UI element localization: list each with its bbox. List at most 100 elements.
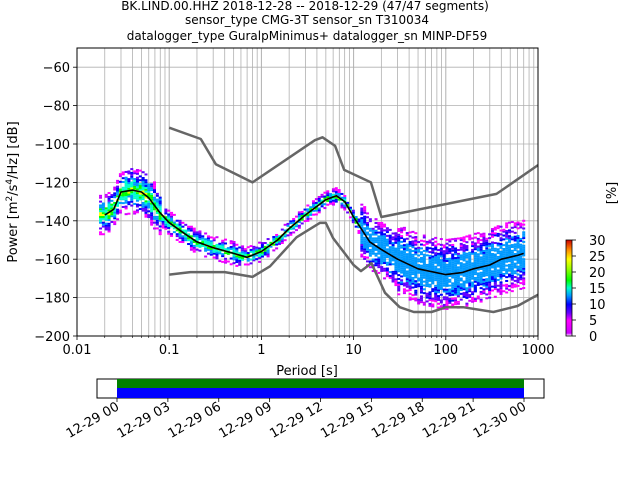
density-cell	[510, 267, 514, 270]
density-cell	[400, 227, 404, 230]
density-cell	[482, 242, 486, 245]
density-cell	[505, 237, 509, 240]
density-cell	[493, 263, 497, 266]
density-cell	[411, 255, 415, 258]
density-cell	[116, 179, 120, 182]
density-cell	[331, 197, 335, 200]
density-cell	[448, 298, 452, 301]
density-cell	[471, 250, 475, 253]
density-cell	[411, 253, 415, 256]
density-cell	[505, 233, 509, 236]
density-cell	[388, 274, 392, 277]
density-cell	[201, 239, 205, 242]
density-cell	[363, 219, 367, 222]
density-cell	[448, 269, 452, 272]
density-cell	[391, 249, 395, 252]
density-cell	[490, 235, 494, 238]
density-cell	[394, 268, 398, 271]
density-cell	[317, 195, 321, 198]
density-cell	[476, 259, 480, 262]
density-cell	[465, 277, 469, 280]
density-cell	[488, 288, 492, 291]
density-cell	[374, 218, 378, 221]
density-cell	[192, 227, 196, 230]
density-cell	[383, 277, 387, 280]
density-cell	[189, 246, 193, 249]
density-cell	[326, 192, 330, 195]
density-cell	[462, 259, 466, 262]
density-cell	[181, 225, 185, 228]
density-cell	[490, 270, 494, 273]
density-cell	[189, 248, 193, 251]
density-cell	[448, 250, 452, 253]
density-cell	[513, 264, 517, 267]
density-cell	[116, 218, 120, 221]
density-cell	[258, 255, 262, 258]
density-cell	[343, 208, 347, 211]
density-cell	[442, 275, 446, 278]
density-cell	[204, 245, 208, 248]
density-cell	[437, 249, 441, 252]
density-cell	[405, 283, 409, 286]
density-cell	[425, 254, 429, 257]
density-cell	[226, 252, 230, 255]
density-cell	[360, 213, 364, 216]
density-cell	[473, 298, 477, 301]
density-cell	[513, 276, 517, 279]
density-cell	[377, 223, 381, 226]
density-cell	[170, 219, 174, 222]
density-cell	[391, 232, 395, 235]
density-cell	[138, 186, 142, 189]
density-cell	[422, 284, 426, 287]
density-cell	[437, 285, 441, 288]
density-cell	[388, 271, 392, 274]
density-cell	[473, 232, 477, 235]
density-cell	[394, 270, 398, 273]
density-cell	[482, 232, 486, 235]
density-cell	[337, 190, 341, 193]
density-cell	[513, 270, 517, 273]
density-cell	[471, 273, 475, 276]
density-cell	[402, 271, 406, 274]
density-cell	[124, 180, 128, 183]
density-cell	[314, 213, 318, 216]
density-cell	[454, 247, 458, 250]
density-cell	[184, 229, 188, 232]
density-cell	[110, 205, 114, 208]
density-cell	[485, 262, 489, 265]
density-cell	[437, 262, 441, 265]
density-cell	[221, 241, 225, 244]
density-cell	[385, 275, 389, 278]
density-cell	[519, 278, 523, 281]
density-cell	[425, 250, 429, 253]
density-cell	[485, 249, 489, 252]
density-cell	[388, 257, 392, 260]
density-cell	[388, 242, 392, 245]
density-cell	[445, 246, 449, 249]
density-cell	[104, 226, 108, 229]
density-cell	[465, 266, 469, 269]
density-cell	[118, 188, 122, 191]
density-cell	[522, 227, 526, 230]
density-cell	[411, 242, 415, 245]
density-cell	[360, 249, 364, 252]
density-cell	[218, 252, 222, 255]
density-cell	[431, 255, 435, 258]
density-cell	[468, 238, 472, 241]
density-cell	[235, 261, 239, 264]
density-cell	[459, 239, 463, 242]
density-cell	[510, 269, 514, 272]
density-cell	[451, 288, 455, 291]
density-cell	[459, 287, 463, 290]
density-cell	[252, 251, 256, 254]
density-cell	[479, 271, 483, 274]
density-cell	[388, 251, 392, 254]
density-cell	[493, 274, 497, 277]
density-cell	[502, 267, 506, 270]
density-cell	[232, 262, 236, 265]
density-cell	[118, 198, 122, 201]
density-cell	[437, 283, 441, 286]
density-cell	[272, 239, 276, 242]
density-cell	[297, 224, 301, 227]
density-cell	[479, 298, 483, 301]
